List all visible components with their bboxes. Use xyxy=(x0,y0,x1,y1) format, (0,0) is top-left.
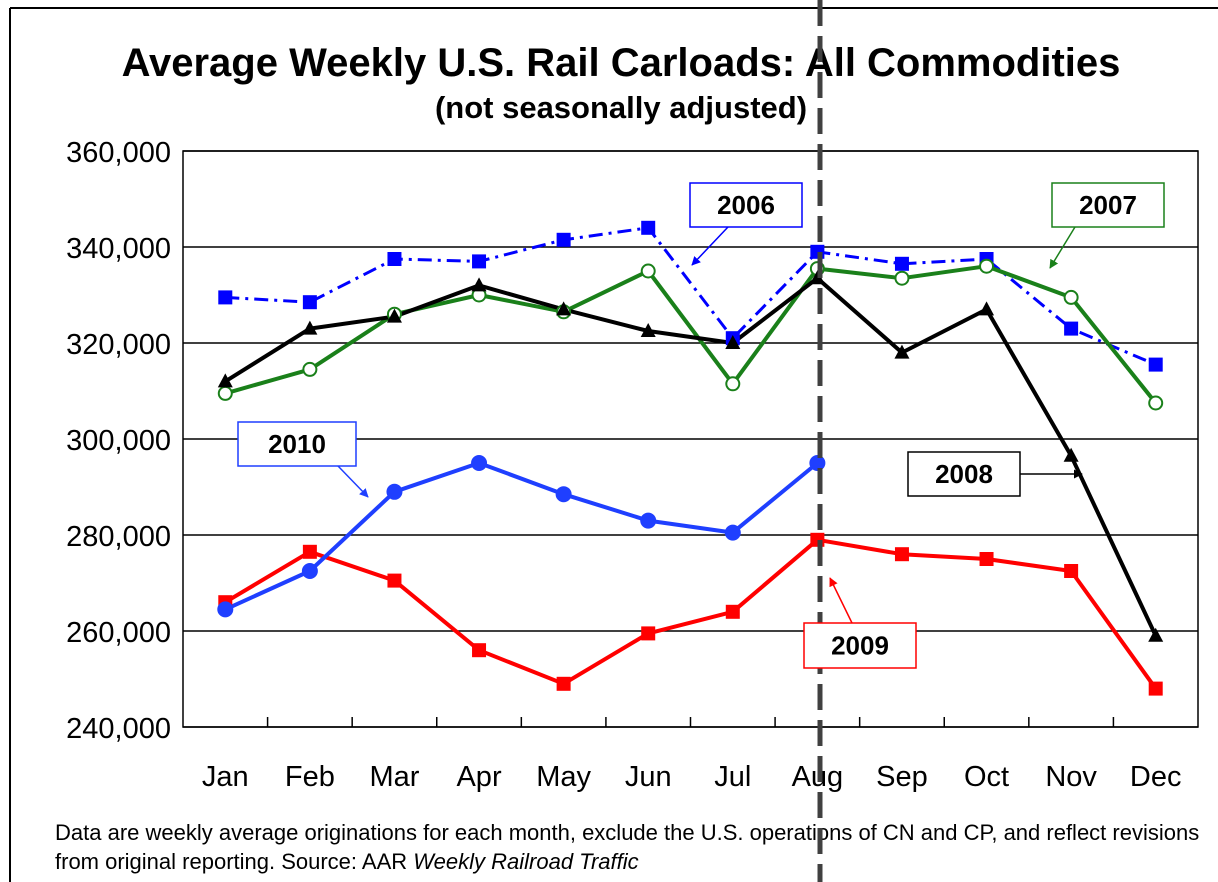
marker xyxy=(641,220,656,235)
series-line xyxy=(224,537,1158,690)
series-line xyxy=(225,226,1157,366)
marker xyxy=(1064,564,1079,578)
callout-box xyxy=(1051,182,1165,228)
callout-label: 2008 xyxy=(935,459,993,489)
callout-label: 2010 xyxy=(268,429,326,459)
marker xyxy=(1064,321,1079,336)
marker xyxy=(471,455,488,471)
marker xyxy=(556,301,572,316)
marker xyxy=(1148,627,1164,642)
y-tick-label: 280,000 xyxy=(66,521,171,553)
y-tick-label: 260,000 xyxy=(66,617,171,649)
footnote: Data are weekly average originations for… xyxy=(55,818,1215,876)
x-tick-label: Aug xyxy=(792,761,844,793)
marker xyxy=(894,547,909,562)
marker xyxy=(809,455,826,471)
footnote-box: Data are weekly average originations for… xyxy=(55,818,1215,876)
y-tick-label: 340,000 xyxy=(66,233,171,265)
x-tick-label: Sep xyxy=(876,761,928,793)
marker xyxy=(302,544,317,559)
marker xyxy=(302,361,318,377)
callout-arrow xyxy=(337,465,369,498)
marker xyxy=(217,385,233,401)
marker xyxy=(301,563,318,579)
marker xyxy=(555,486,572,503)
marker xyxy=(1063,289,1079,305)
marker xyxy=(217,373,233,388)
y-tick-label: 320,000 xyxy=(66,329,171,361)
y-tick-label: 300,000 xyxy=(66,425,171,457)
marker xyxy=(217,601,234,618)
series-line xyxy=(224,264,1158,405)
callout-arrow xyxy=(1049,226,1076,269)
x-tick-label: Oct xyxy=(964,761,1009,793)
marker xyxy=(556,676,571,691)
marker xyxy=(640,512,657,529)
footnote-text: Data are weekly average originations for… xyxy=(55,820,1200,874)
y-tick-label: 360,000 xyxy=(66,137,171,169)
marker xyxy=(386,308,402,323)
marker xyxy=(640,323,656,337)
series-line xyxy=(224,276,1158,637)
series-line xyxy=(224,461,819,612)
marker xyxy=(556,232,571,247)
callout-label: 2007 xyxy=(1079,190,1137,220)
y-tick-label: 240,000 xyxy=(66,713,171,745)
marker xyxy=(641,626,656,641)
marker xyxy=(724,524,741,541)
x-tick-label: Apr xyxy=(456,761,501,793)
callout-box xyxy=(907,451,1021,497)
chart-title: Average Weekly U.S. Rail Carloads: All C… xyxy=(122,41,1121,85)
marker xyxy=(725,604,740,619)
x-tick-label: Mar xyxy=(369,761,419,793)
marker xyxy=(894,270,910,286)
x-tick-label: Jun xyxy=(625,761,672,793)
callout-arrow xyxy=(691,226,729,266)
marker xyxy=(472,254,487,269)
marker xyxy=(302,320,318,335)
footnote-source: Weekly Railroad Traffic xyxy=(413,849,639,874)
marker xyxy=(302,295,317,310)
marker xyxy=(386,483,403,500)
marker xyxy=(809,270,825,285)
marker xyxy=(1148,395,1164,411)
marker xyxy=(725,376,741,392)
x-tick-label: May xyxy=(536,761,591,793)
marker xyxy=(640,263,656,279)
callout-box xyxy=(689,182,803,228)
marker xyxy=(1148,357,1163,372)
chart-subtitle: (not seasonally adjusted) xyxy=(435,90,807,125)
marker xyxy=(979,301,995,316)
x-tick-label: Nov xyxy=(1045,761,1097,793)
callout-label: 2009 xyxy=(831,631,889,661)
marker xyxy=(894,344,910,359)
x-tick-label: Jul xyxy=(714,761,751,793)
marker xyxy=(387,573,402,588)
x-tick-label: Jan xyxy=(202,761,249,793)
callout-box xyxy=(803,622,917,669)
marker xyxy=(979,552,994,566)
marker xyxy=(1063,447,1079,462)
callout-label: 2006 xyxy=(717,190,775,220)
callout-box xyxy=(237,421,357,467)
marker xyxy=(979,258,995,274)
marker xyxy=(1148,681,1163,696)
x-tick-label: Dec xyxy=(1130,761,1182,793)
marker xyxy=(472,643,487,658)
marker xyxy=(894,256,909,271)
marker xyxy=(471,277,487,292)
marker xyxy=(387,252,402,266)
marker xyxy=(218,290,233,305)
marker xyxy=(725,335,741,349)
x-tick-label: Feb xyxy=(285,761,335,793)
callout-arrow xyxy=(829,577,853,624)
